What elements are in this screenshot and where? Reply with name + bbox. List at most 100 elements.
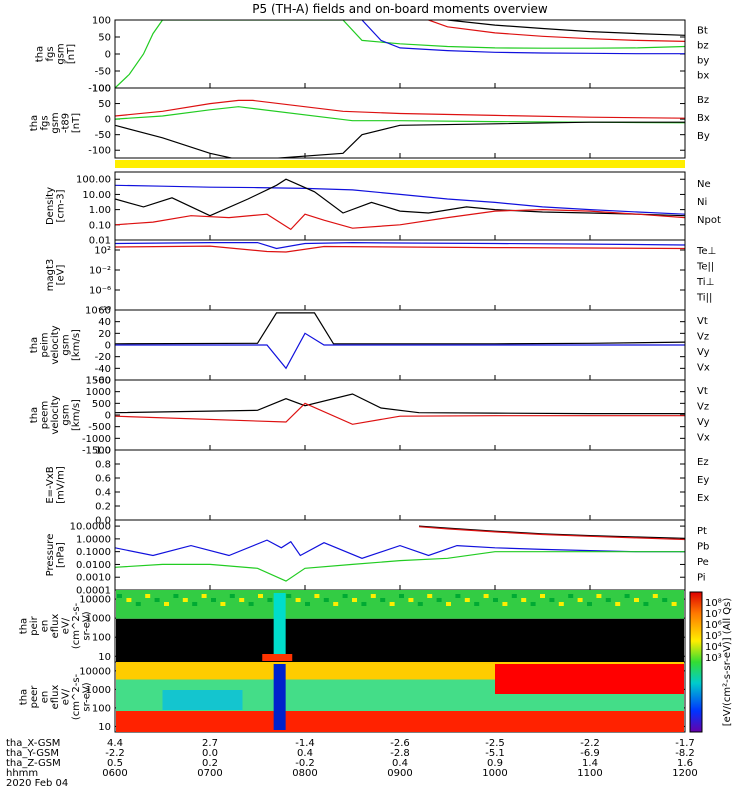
ylabel-line: E=-VxB [45,466,56,503]
spectro-lobe-ion-hot [262,654,293,661]
spectro-speckle [643,602,649,606]
spectro-speckle [399,594,404,598]
legend-entry: Ne [697,179,711,190]
legend-entry: bz [697,41,709,52]
spectro-speckle [333,602,339,606]
figure-title: P5 (TH-A) fields and on-board moments ov… [252,2,548,16]
ytick-label: 0.10 [89,220,111,231]
ytick-label: 1500 [86,376,111,387]
legend-entry: Vx [697,432,710,443]
x-row-value: -8.2 [675,748,695,759]
ylabel-line: gsm [50,112,61,133]
x-row-value: 1000 [482,768,507,779]
spectro-speckle [173,594,179,598]
ylabel-line: en [40,620,51,633]
ylabel-line: gsm [61,334,72,355]
ytick-label: 20 [98,329,111,340]
spectro-speckle [502,602,508,606]
spectro-speckle [408,598,414,602]
ytick-label: 0 [105,341,111,352]
x-row-value: -1.7 [675,738,695,749]
colorbar-tick: 10⁴ [705,642,722,653]
ylabel-line: [km/s] [71,399,82,431]
ytick-label: -60 [95,376,111,387]
ylabel-line: -t89 [61,113,72,133]
spectro-speckle [464,598,470,602]
ylabel-line: eflux [50,614,61,639]
ytick-label: 10 [98,722,111,733]
legend-entry: Bz [697,95,709,106]
ytick-label: 10 [98,652,111,663]
ytick-label: 1.00 [89,205,111,216]
series-line-Ne [115,208,685,231]
x-row-value: 0900 [387,768,412,779]
spectro-speckle [258,594,263,598]
spectro-speckle [229,594,235,598]
colorbar-tick: 10³ [705,653,722,664]
ytick-label: 0.1000 [76,547,111,558]
series-line-Bx [115,121,685,158]
spectro-hot-region [495,664,684,694]
ylabel-line: tha [19,618,30,634]
ylabel-line: [km/s] [71,329,82,361]
spectro-speckle [370,594,376,598]
panel-frame [114,449,686,521]
legend-entry: Vx [697,362,710,373]
legend-entry: Te⊥ [696,246,716,257]
ylabel-line: (cm^2-s- [71,673,82,720]
ytick-label: 10⁻⁶ [89,286,111,297]
legend-entry: by [697,56,709,67]
spectro-speckle [605,598,611,602]
ylabel-line: [nPa] [55,542,66,568]
series-line-Npot [115,184,685,215]
spectro-speckle [323,598,329,602]
x-row-value: -2.8 [390,748,410,759]
spectro-speckle [483,594,489,598]
spectro-speckle [521,598,527,602]
panel-frame [114,171,686,241]
series-line-bx [361,20,685,55]
ylabel-line: tha [34,46,45,62]
ytick-label: -1500 [82,446,111,457]
ytick-label: 1000 [86,614,111,625]
series-line-Vx [115,332,685,370]
panel-frame [114,519,686,591]
spectro-speckle [615,602,621,606]
spectro-speckle [671,602,677,606]
spectro-speckle [493,598,498,602]
spectro-speckle [530,602,536,606]
ytick-label: -1000 [82,434,111,445]
x-row-value: 0.4 [297,748,313,759]
colorbar-label: [eV/(cm²-s-sr-eV)] (All Qs) [722,598,733,727]
series-line-Bt [447,20,685,36]
spectro-speckle [455,594,461,598]
spectro-speckle [446,602,451,606]
colorbar-tick: 10⁵ [705,631,722,642]
spectro-speckle [154,598,160,602]
ytick-label: 50 [98,33,111,44]
ytick-label: 10000 [79,595,111,606]
ytick-label: 0.4 [95,488,111,499]
ylabel-line: gsm [61,404,72,425]
ytick-label: -50 [95,67,111,78]
spectro-speckle [417,602,423,606]
spectro-speckle [427,594,433,598]
legend-entry: Pi [697,572,706,583]
spectro-speckle [624,594,630,598]
x-row-value: -0.2 [295,758,315,769]
x-row-label: tha_Y-GSM [6,748,59,759]
ylabel-line: [cm-3] [55,189,66,222]
series-line-Pt [418,525,685,539]
spectro-speckle [549,598,555,602]
ytick-label: 0 [105,50,111,61]
panel-frame [114,239,686,311]
colorbar-tick: 10⁶ [705,620,722,631]
legend-entry: Npot [697,215,721,226]
x-row-value: -2.6 [390,738,410,749]
panel-efield: 1.0 0.8 0.6 0.4 0.2 0.0 E=-VxB [mV/m] Ez Ey Ex [45,446,710,527]
ylabel-line: en [40,691,51,704]
legend-entry: Vt [697,386,708,397]
ylabel-line: fgs [45,46,56,61]
